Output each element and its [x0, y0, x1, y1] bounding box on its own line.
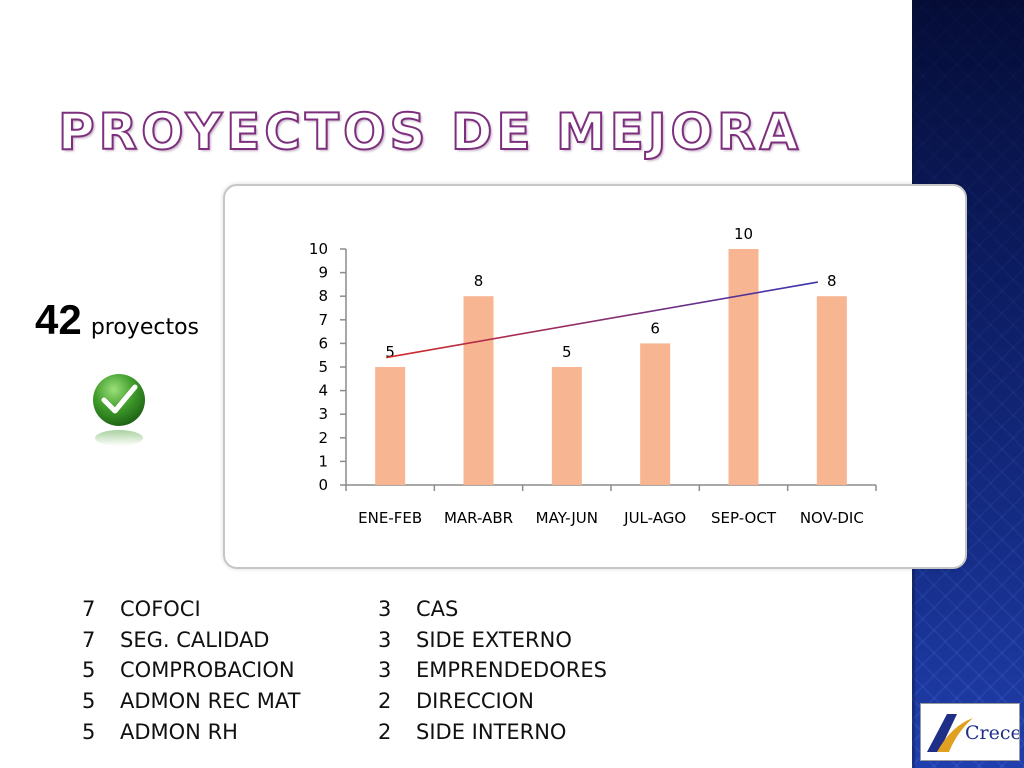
x-category-label: SEP-OCT — [711, 509, 777, 527]
bar — [551, 367, 582, 485]
crece-logo-mark — [927, 714, 973, 752]
list-item-count: 3 — [378, 627, 392, 652]
x-category-label: JUL-AGO — [623, 509, 686, 527]
data-label: 8 — [474, 272, 484, 290]
x-category-label: MAR-ABR — [444, 509, 513, 527]
bars — [375, 249, 847, 485]
list-item: 3 SIDE EXTERNO — [378, 625, 607, 656]
y-tick-label: 4 — [318, 382, 328, 400]
y-ticks: 0 1 2 3 4 5 6 7 8 9 10 — [309, 240, 877, 494]
y-tick-label: 7 — [318, 311, 328, 329]
bar — [640, 343, 671, 485]
list-item: 7 COFOCI — [82, 594, 300, 625]
y-tick-label: 1 — [318, 452, 328, 470]
list-item-count: 5 — [82, 719, 96, 744]
list-item-count: 7 — [82, 627, 96, 652]
list-item: 2 DIRECCION — [378, 686, 607, 717]
list-item: 2 SIDE INTERNO — [378, 717, 607, 748]
data-label: 5 — [385, 343, 395, 361]
list-item-count: 7 — [82, 597, 96, 621]
bar — [463, 296, 494, 485]
area-list-left: 7 COFOCI 7 SEG. CALIDAD 5 COMPROBACION 5 ADMON … — [82, 594, 300, 748]
list-item: 5 COMPROBACION — [82, 655, 300, 686]
bar — [728, 249, 759, 485]
project-count: 42 proyectos — [35, 296, 199, 344]
list-item-label: COMPROBACION — [120, 658, 295, 683]
x-categories: ENE-FEB MAR-ABR MAY-JUN JUL-AGO SEP-OCT NOV-D… — [358, 509, 864, 527]
bar — [816, 296, 847, 485]
y-tick-label: 8 — [318, 287, 328, 305]
list-item-label: ADMON REC MAT — [120, 689, 301, 714]
data-labels: 5 8 5 6 10 8 — [385, 225, 836, 361]
list-item: 5 ADMON REC MAT — [82, 686, 300, 717]
list-item-label: SEG. CALIDAD — [120, 627, 270, 652]
list-item-label: SIDE EXTERNO — [416, 627, 572, 652]
area-list-right: 3 CAS 3 SIDE EXTERNO 3 EMPRENDEDORES 2 DIRECCIO… — [378, 594, 607, 748]
data-label: 5 — [562, 343, 572, 361]
y-tick-label: 2 — [318, 429, 328, 447]
bar — [375, 367, 406, 485]
chart-card — [223, 184, 967, 569]
y-tick-label: 0 — [318, 476, 328, 494]
sidebar-decoration — [912, 0, 1024, 768]
list-item-count: 3 — [378, 597, 392, 621]
list-item: 5 ADMON RH — [82, 717, 300, 748]
list-item: 7 SEG. CALIDAD — [82, 625, 300, 656]
x-category-label: MAY-JUN — [536, 509, 598, 527]
x-category-label: ENE-FEB — [358, 509, 422, 527]
list-item-label: COFOCI — [120, 597, 201, 621]
crece-logo: Crece — [920, 703, 1020, 761]
list-item-count: 2 — [378, 719, 392, 744]
list-item-label: EMPRENDEDORES — [416, 658, 607, 683]
page-title: Proyectos de mejora — [57, 102, 803, 162]
project-count-unit: proyectos — [90, 315, 199, 340]
data-label: 6 — [650, 319, 660, 337]
list-item-label: SIDE INTERNO — [416, 719, 567, 744]
list-item: 3 EMPRENDEDORES — [378, 655, 607, 686]
y-tick-label: 10 — [309, 240, 328, 258]
list-item-count: 5 — [82, 689, 96, 714]
y-tick-label: 6 — [318, 334, 328, 352]
data-label: 8 — [827, 272, 837, 290]
y-tick-label: 3 — [318, 405, 328, 423]
list-item-label: ADMON RH — [120, 719, 238, 744]
list-item: 3 CAS — [378, 594, 607, 625]
x-category-label: NOV-DIC — [800, 509, 864, 527]
list-item-count: 2 — [378, 689, 392, 714]
data-label: 10 — [734, 225, 753, 243]
y-tick-label: 9 — [318, 264, 328, 282]
y-tick-label: 5 — [318, 358, 328, 376]
trendline — [386, 281, 818, 359]
list-item-label: DIRECCION — [416, 689, 534, 714]
list-item-count: 3 — [378, 658, 392, 683]
list-item-label: CAS — [416, 597, 459, 621]
logo-text: Crece — [965, 722, 1020, 744]
list-item-count: 5 — [82, 658, 96, 683]
project-count-number: 42 — [35, 296, 82, 343]
checkmark-icon — [93, 374, 145, 446]
